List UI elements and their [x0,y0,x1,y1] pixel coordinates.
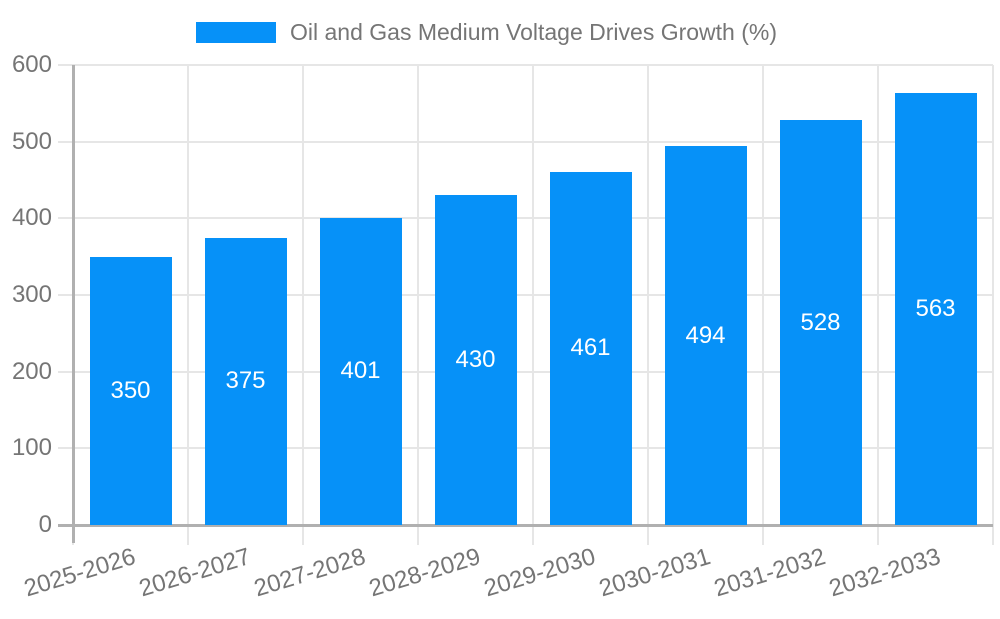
bar-value-label: 494 [685,321,726,349]
y-axis-tick-label: 200 [11,357,52,385]
bar-value-label: 430 [455,346,496,374]
bar [549,171,632,525]
y-axis-line [72,65,75,543]
gridline-vertical [417,65,419,545]
y-axis-tick-label: 100 [11,434,52,462]
y-axis-tick-label: 600 [11,51,52,78]
y-axis-tick-label: 500 [11,127,52,155]
gridline-horizontal [58,217,993,220]
bar [204,237,287,525]
gridline-vertical [187,65,189,545]
bar [779,120,862,525]
gridline-horizontal [58,140,993,143]
gridline-vertical [647,65,649,545]
bar [319,217,402,525]
bar-value-label: 401 [340,357,381,385]
gridline-horizontal [58,294,993,296]
bar-value-label: 563 [915,295,956,323]
gridline-vertical [302,65,304,545]
x-axis-line [58,524,993,527]
bar-value-label: 461 [570,334,611,362]
y-axis-tick-label: 400 [11,204,52,232]
y-axis-tick-label: 0 [38,511,52,538]
y-axis-tick-label: 300 [11,281,52,308]
bar-chart: Oil and Gas Medium Voltage Drives Growth… [11,18,994,603]
bar-value-label: 528 [800,308,841,336]
bar [664,146,747,525]
gridline-vertical [532,65,534,545]
bar-value-label: 350 [110,376,151,404]
gridline-horizontal [58,64,993,66]
gridline-vertical [877,65,879,545]
plot-area: 0 100 200 300 400 500 600 2025-2026 2026-2027 202… [11,51,994,602]
bar [894,93,977,525]
gridline-horizontal [58,447,993,450]
bar [434,195,517,525]
gridline-horizontal [58,370,993,373]
gridline-vertical [992,65,994,545]
chart-legend: Oil and Gas Medium Voltage Drives Growth… [196,18,778,45]
gridline-vertical [762,65,764,545]
bar [89,256,172,525]
bar-value-label: 375 [225,367,266,395]
legend-label: Oil and Gas Medium Voltage Drives Growth… [290,18,778,45]
legend-swatch [196,21,276,43]
